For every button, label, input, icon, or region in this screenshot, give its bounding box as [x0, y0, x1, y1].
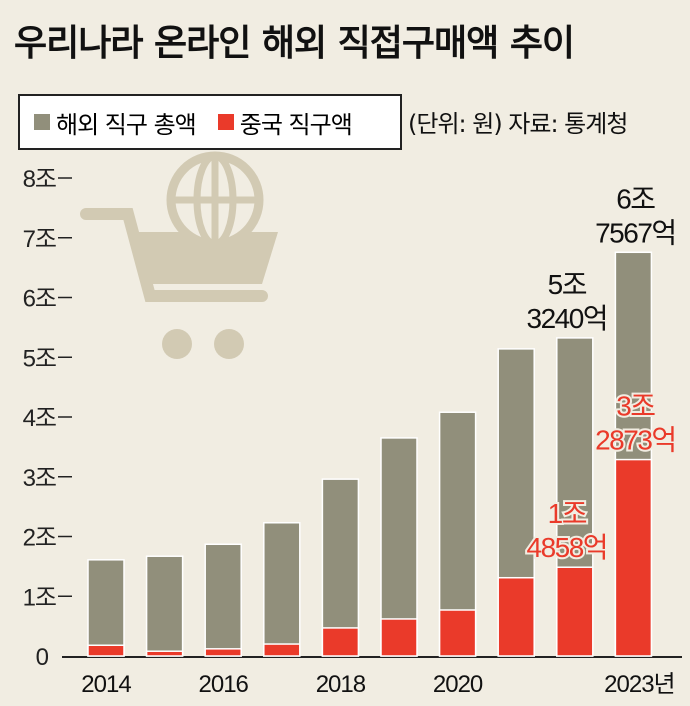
bar-china-2021 [497, 576, 535, 657]
data-label: 2873억 [595, 425, 676, 456]
y-tick-label: 3조 [23, 465, 56, 492]
x-tick-label: 2018 [316, 671, 366, 698]
data-label: 4858억 [527, 532, 608, 563]
legend-label-china: 중국 직구액 [239, 110, 353, 139]
y-tick-label: 1조 [23, 584, 56, 611]
x-tick-label: 2016 [199, 671, 249, 698]
bar-china-2022 [556, 566, 594, 657]
y-tick-label: 7조 [23, 226, 56, 253]
bar-china-2018 [321, 627, 360, 657]
data-label: 3조 [616, 391, 655, 422]
bar-total-2017 [263, 522, 301, 657]
bar-china-2023 [614, 458, 653, 657]
y-tick-label: 8조 [23, 166, 56, 193]
legend: 해외 직구 총액 중국 직구액 [18, 94, 402, 150]
data-label: 6조 [616, 183, 655, 214]
legend-swatch-total [34, 114, 50, 130]
data-label: 3240억 [527, 303, 608, 334]
x-tick-label: 2014 [81, 671, 131, 698]
data-label: 1조 [548, 498, 587, 529]
bar-china-2015 [145, 650, 184, 657]
bar-china-2020 [438, 609, 477, 657]
data-label: 7567억 [595, 217, 676, 248]
bar-china-2014 [87, 644, 125, 657]
data-label: 5조 [548, 269, 587, 300]
shopping-cart-globe-icon [80, 151, 278, 359]
x-tick-label: 2023년 [604, 671, 674, 698]
bar-total-2015 [145, 555, 184, 657]
bar-china-2016 [204, 648, 242, 657]
bar-total-2018 [321, 478, 360, 657]
legend-swatch-china [217, 114, 234, 130]
bar-total-2016 [204, 543, 242, 657]
y-tick-label: 6조 [23, 286, 56, 313]
chart-title: 우리나라 온라인 해외 직접구매액 추이 [14, 23, 575, 64]
y-tick-label: 0 [36, 644, 49, 671]
bar-china-2019 [380, 618, 418, 657]
bar-total-2014 [87, 559, 125, 657]
x-tick-label: 2020 [433, 671, 483, 698]
legend-label-total: 해외 직구 총액 [56, 110, 197, 139]
unit-source-note: (단위: 원) 자료: 통계청 [408, 110, 628, 138]
y-tick-label: 2조 [23, 525, 56, 552]
y-tick-label: 5조 [23, 345, 56, 372]
bar-china-2017 [263, 643, 301, 657]
y-tick-label: 4조 [23, 405, 56, 432]
